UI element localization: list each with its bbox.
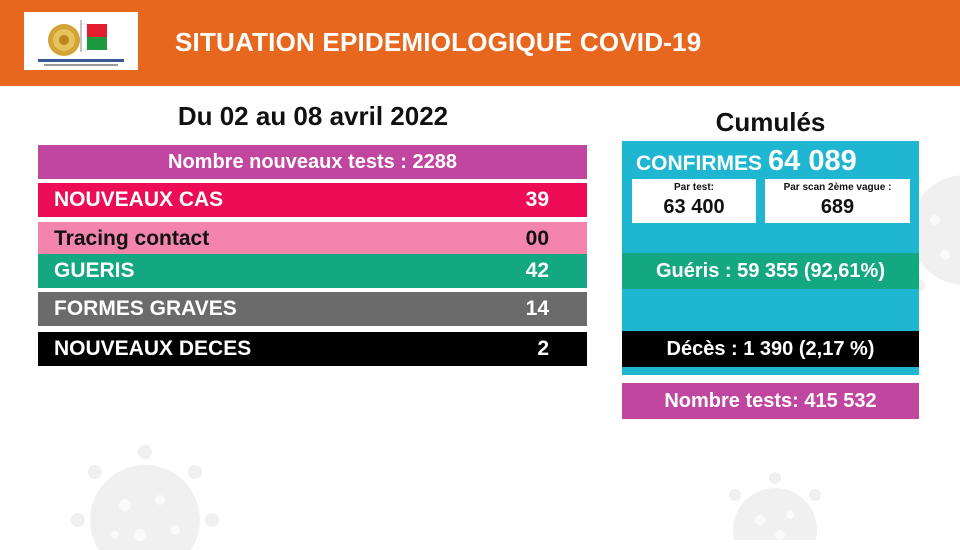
row-value: 00 <box>525 227 549 250</box>
row-label: NOUVEAUX CAS <box>54 188 224 211</box>
row-formes-graves: FORMES GRAVES 14 <box>38 292 587 326</box>
cumul-panel: CONFIRMES 64 089 Par test: 63 400 Par sca… <box>622 141 919 375</box>
confirmes-line: CONFIRMES 64 089 <box>636 145 857 178</box>
row-tracing-contact: Tracing contact 00 <box>38 222 587 256</box>
virus-decoration-icon <box>71 445 219 550</box>
par-scan-value: 689 <box>820 196 855 218</box>
par-test-label: Par test: <box>673 182 714 193</box>
cumul-heading: Cumulés <box>715 107 826 137</box>
par-test-box: Par test: 63 400 <box>632 179 756 223</box>
new-tests-bar: Nombre nouveaux tests : 2288 <box>38 145 587 179</box>
confirmes-label: CONFIRMES <box>636 152 762 175</box>
row-value: 42 <box>525 259 549 282</box>
header-banner: SITUATION EPIDEMIOLOGIQUE COVID-19 <box>0 0 960 86</box>
row-value: 2 <box>537 337 549 360</box>
par-scan-label: Par scan 2ème vague : <box>783 182 892 193</box>
row-nouveaux-deces: NOUVEAUX DECES 2 <box>38 332 587 366</box>
row-nouveaux-cas: NOUVEAUX CAS 39 <box>38 183 587 217</box>
period-heading: Du 02 au 08 avril 2022 <box>177 101 449 131</box>
row-label: NOUVEAUX DECES <box>54 337 252 360</box>
par-scan-box: Par scan 2ème vague : 689 <box>765 179 910 223</box>
madagascar-emblem-logo <box>24 12 138 70</box>
row-value: 14 <box>525 297 549 320</box>
cumul-gueris-bar: Guéris : 59 355 (92,61%) <box>622 253 919 289</box>
confirmes-value: 64 089 <box>768 145 857 177</box>
virus-decoration-icon <box>729 472 821 540</box>
emblem-icon <box>38 20 124 66</box>
row-value: 39 <box>525 188 549 211</box>
row-label: Tracing contact <box>54 227 210 250</box>
page-title: SITUATION EPIDEMIOLOGIQUE COVID-19 <box>175 27 702 57</box>
row-label: FORMES GRAVES <box>54 297 237 320</box>
par-test-value: 63 400 <box>663 196 725 218</box>
row-label: GUERIS <box>54 259 135 282</box>
row-gueris: GUERIS 42 <box>38 254 587 288</box>
cumul-tests-bar: Nombre tests: 415 532 <box>622 383 919 419</box>
cumul-deces-bar: Décès : 1 390 (2,17 %) <box>622 331 919 367</box>
virus-decoration-icon <box>905 174 960 291</box>
